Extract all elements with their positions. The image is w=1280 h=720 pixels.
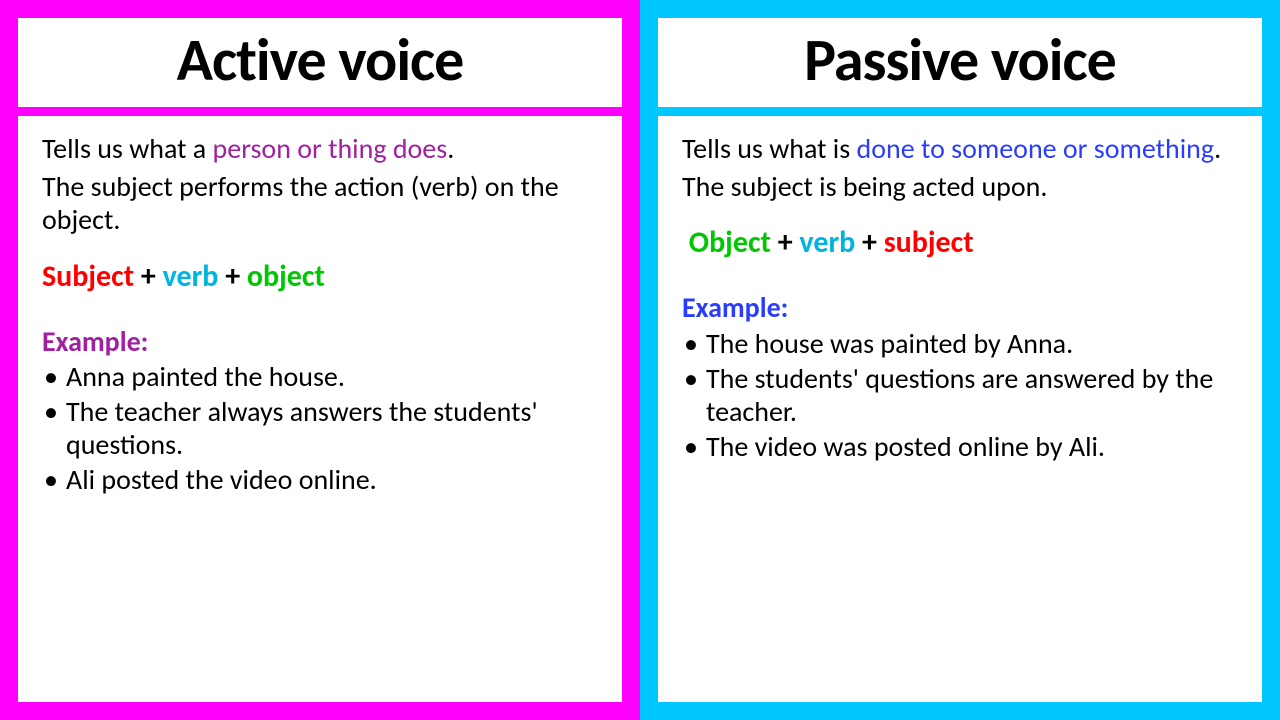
def-post: . (1214, 131, 1221, 166)
active-formula: Subject + verb + object (42, 259, 598, 295)
def-post: . (447, 131, 454, 166)
formula-plus2: + (218, 258, 247, 295)
active-body: Tells us what a person or thing does. Th… (18, 116, 622, 702)
passive-title-box: Passive voice (658, 18, 1262, 107)
formula-plus2: + (855, 224, 884, 261)
formula-verb: verb (163, 258, 219, 295)
active-title-box: Active voice (18, 18, 622, 107)
passive-title: Passive voice (658, 24, 1262, 97)
formula-object: Object (689, 224, 771, 261)
formula-verb: verb (799, 224, 855, 261)
formula-subject: Subject (42, 258, 134, 295)
active-definition-2: The subject performs the action (verb) o… (42, 170, 598, 237)
passive-voice-panel: Passive voice Tells us what is done to s… (640, 0, 1280, 720)
def-pre: Tells us what is (682, 131, 857, 166)
list-item: The video was posted online by Ali. (684, 430, 1238, 463)
formula-object: object (247, 258, 325, 295)
def-pre: Tells us what a (42, 131, 213, 166)
def-highlight: person or thing does (213, 131, 448, 166)
active-voice-panel: Active voice Tells us what a person or t… (0, 0, 640, 720)
active-title: Active voice (18, 24, 622, 97)
formula-subject: subject (884, 224, 974, 261)
formula-plus1: + (134, 258, 163, 295)
passive-body: Tells us what is done to someone or some… (658, 116, 1262, 702)
active-definition: Tells us what a person or thing does. (42, 132, 598, 166)
list-item: The students' questions are answered by … (684, 362, 1238, 428)
passive-definition: Tells us what is done to someone or some… (682, 132, 1238, 166)
passive-formula: Object + verb + subject (682, 225, 1238, 261)
passive-example-list: The house was painted by Anna. The stude… (682, 327, 1238, 463)
list-item: Anna painted the house. (44, 360, 598, 393)
active-example-label: Example: (42, 325, 598, 359)
active-example-list: Anna painted the house. The teacher alwa… (42, 360, 598, 496)
passive-definition-2: The subject is being acted upon. (682, 170, 1238, 204)
def-highlight: done to someone or something (857, 131, 1215, 166)
passive-example-label: Example: (682, 291, 1238, 325)
list-item: The teacher always answers the students'… (44, 395, 598, 461)
formula-plus1: + (771, 224, 800, 261)
list-item: The house was painted by Anna. (684, 327, 1238, 360)
list-item: Ali posted the video online. (44, 463, 598, 496)
